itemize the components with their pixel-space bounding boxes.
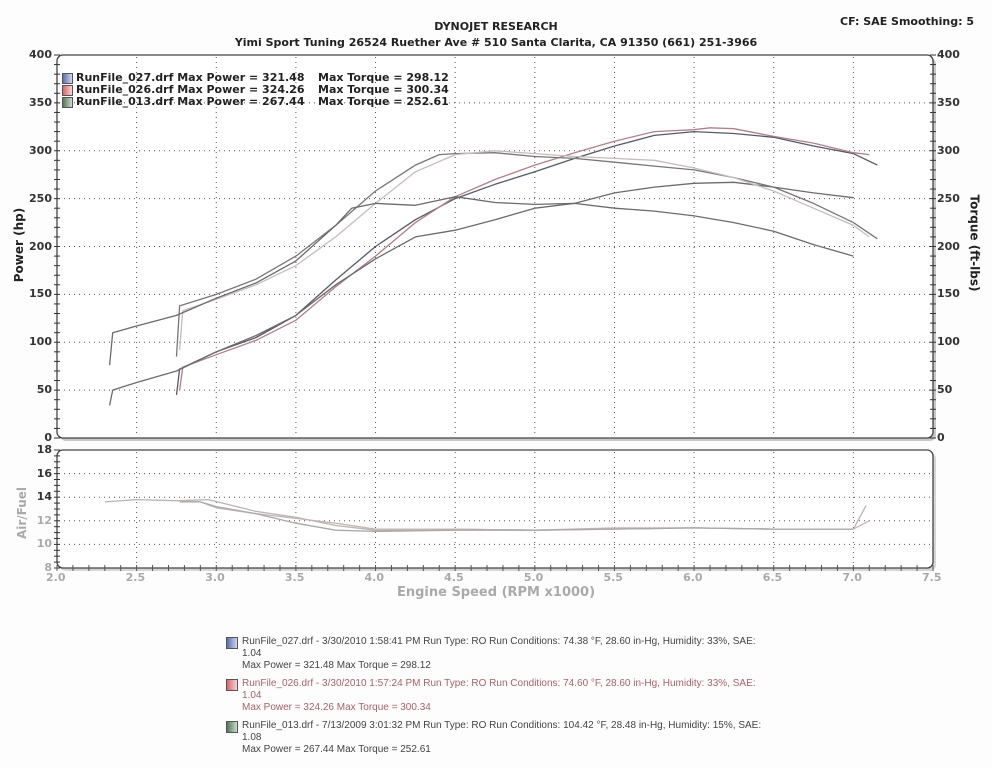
tick-label: 10 [36, 537, 52, 551]
tick-label: 5.5 [603, 571, 623, 584]
legend-torque: Max Torque = 252.61 [318, 95, 449, 108]
tick-label: 3.5 [284, 571, 305, 584]
tick-label: 250 [937, 191, 960, 205]
legend-swatch-icon [62, 96, 73, 108]
run-swatch-icon [226, 637, 238, 649]
run-max-values: Max Power = 321.48 Max Torque = 298.12 [242, 660, 431, 671]
legend-swatch-icon [62, 84, 73, 96]
correction-settings: CF: SAE Smoothing: 5 [840, 15, 974, 28]
tick-label: 12 [36, 513, 52, 527]
tick-label: 4.0 [364, 571, 385, 584]
series-line [178, 150, 870, 350]
tick-label: 4.5 [444, 571, 464, 584]
run-sae: 1.08 [242, 732, 262, 743]
tick-label: 6.0 [683, 571, 703, 584]
run-max-values: Max Power = 267.44 Max Torque = 252.61 [242, 744, 431, 755]
rpm-axis-label: Engine Speed (RPM x1000) [396, 585, 596, 600]
tick-label: 50 [937, 383, 953, 397]
run-swatch-icon [226, 679, 238, 691]
torque-axis-label: Torque (ft-lbs) [967, 194, 982, 292]
tick-label: 7.5 [922, 571, 942, 584]
run-conditions: RunFile_013.drf - 7/13/2009 3:01:32 PM R… [242, 720, 762, 731]
series-line [175, 130, 878, 395]
tick-label: 400 [29, 48, 52, 61]
tick-label: 400 [937, 48, 960, 61]
run-conditions: RunFile_026.drf - 3/30/2010 1:57:24 PM R… [242, 678, 756, 689]
run-max-values: Max Power = 324.26 Max Torque = 300.34 [242, 702, 431, 713]
tick-label: 350 [29, 95, 52, 109]
tick-label: 2.5 [125, 571, 146, 584]
legend-torque: Max Torque = 298.12 [318, 71, 449, 84]
run-details-026: RunFile_026.drf - 3/30/2010 1:57:24 PM R… [226, 678, 786, 714]
tick-label: 16 [36, 466, 52, 480]
tick-label: 6.5 [762, 571, 783, 584]
tick-label: 350 [937, 95, 960, 109]
tick-label: 250 [29, 191, 52, 205]
legend-power: RunFile_013.drf Max Power = 267.44 [76, 95, 305, 108]
run-details-legend: RunFile_027.drf - 3/30/2010 1:58:41 PM R… [226, 636, 786, 762]
tick-label: 8 [44, 561, 52, 574]
tick-label: 100 [29, 335, 52, 349]
series-line [108, 196, 854, 366]
tick-label: 3.0 [205, 571, 225, 584]
series-line [108, 181, 854, 406]
tick-label: 0 [44, 431, 52, 444]
tick-label: 14 [36, 490, 52, 504]
tick-label: 150 [29, 287, 52, 301]
run-conditions: RunFile_027.drf - 3/30/2010 1:58:41 PM R… [242, 636, 756, 647]
tick-label: 18 [36, 443, 52, 456]
tick-label: 300 [937, 143, 960, 157]
chart-subtitle: Yimi Sport Tuning 26524 Ruether Ave # 51… [234, 36, 758, 49]
series-line [178, 127, 870, 391]
legend-torque: Max Torque = 300.34 [318, 83, 449, 96]
tick-label: 150 [937, 287, 960, 301]
tick-label: 300 [29, 143, 52, 157]
run-swatch-icon [226, 721, 238, 733]
chart-legend: RunFile_027.drf Max Power = 321.48 Max T… [62, 72, 449, 108]
run-details-013: RunFile_013.drf - 7/13/2009 3:01:32 PM R… [226, 720, 786, 756]
tick-label: 100 [937, 335, 960, 349]
legend-power: RunFile_027.drf Max Power = 321.48 [76, 71, 305, 84]
series-line [179, 501, 854, 533]
legend-item-013: RunFile_013.drf Max Power = 267.44 Max T… [62, 96, 449, 108]
tick-label: 50 [36, 383, 52, 397]
tick-label: 5.0 [523, 571, 544, 584]
tick-label: 200 [29, 239, 52, 253]
series-line [175, 152, 878, 357]
tick-label: 200 [937, 239, 960, 253]
chart-title: DYNOJET RESEARCH [434, 20, 558, 33]
tick-label: 7.0 [842, 571, 862, 584]
run-sae: 1.04 [242, 648, 262, 659]
legend-power: RunFile_026.drf Max Power = 324.26 [76, 83, 305, 96]
run-sae: 1.04 [242, 690, 262, 701]
power-axis-label: Power (hp) [12, 207, 27, 283]
tick-label: 2.0 [46, 571, 66, 584]
legend-item-026: RunFile_026.drf Max Power = 324.26 Max T… [62, 84, 449, 96]
legend-item-027: RunFile_027.drf Max Power = 321.48 Max T… [62, 72, 449, 84]
legend-swatch-icon [62, 72, 73, 84]
run-details-027: RunFile_027.drf - 3/30/2010 1:58:41 PM R… [226, 636, 786, 672]
tick-label: 0 [937, 431, 945, 444]
